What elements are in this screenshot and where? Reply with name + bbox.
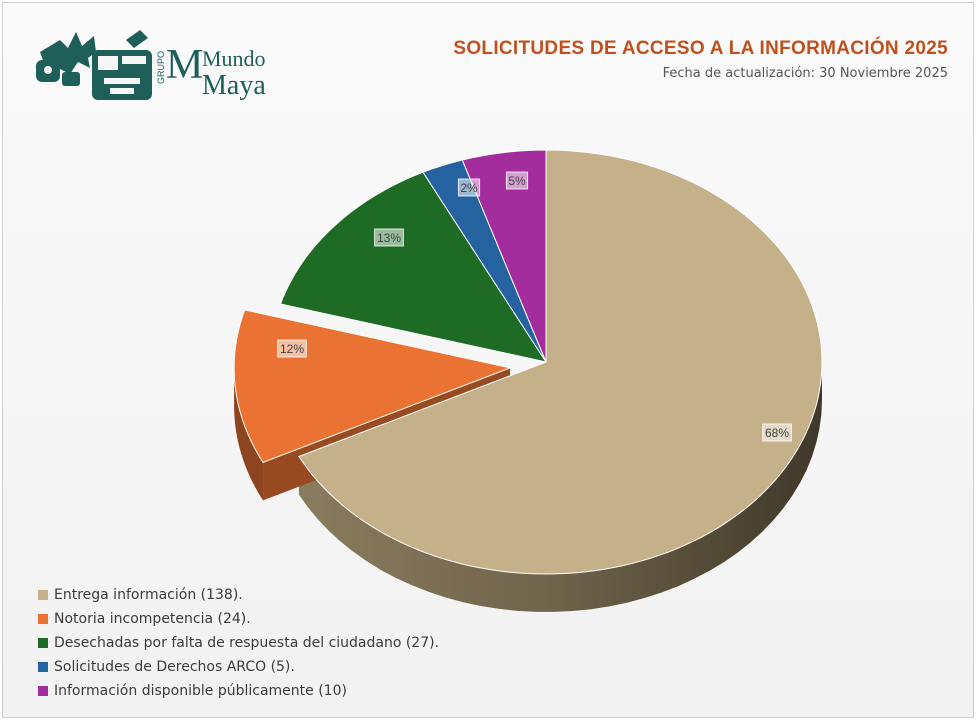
logo-m-letter: M [166,42,203,88]
chart-title: SOLICITUDES DE ACCESO A LA INFORMACIÓN 2… [453,38,948,59]
pie-slice-side-1 [234,367,263,501]
legend-label-0: Entrega información (138). [54,587,243,603]
logo-group-text: GRUPO [156,51,166,84]
data-label-box-4 [505,171,529,190]
chart-subtitle: Fecha de actualización: 30 Noviembre 202… [662,66,948,81]
data-label-3: 2% [460,181,478,195]
data-label-0: 68% [765,426,789,440]
chart-legend: Entrega información (138). Notoria incomp… [38,583,439,703]
legend-swatch-3 [38,662,48,672]
legend-item-0[interactable]: Entrega información (138). [38,583,439,607]
legend-label-2: Desechadas por falta de respuesta del ci… [54,635,440,651]
legend-swatch-1 [38,614,48,624]
data-label-box-1 [277,339,307,358]
data-label-4: 5% [508,174,526,188]
legend-swatch-2 [38,638,48,648]
pie-slice-2[interactable] [279,171,548,363]
data-label-box-3 [457,178,481,197]
serpent-glyph-icon [36,30,152,100]
data-label-2: 13% [377,231,401,245]
legend-item-3[interactable]: Solicitudes de Derechos ARCO (5). [38,655,439,679]
data-label-1: 12% [280,342,304,356]
logo-brand-top: Mundo [202,46,266,71]
pie-slice-3[interactable] [422,159,547,363]
legend-label-4: Información disponible públicamente (10) [54,683,347,699]
legend-label-1: Notoria incompetencia (24). [54,611,251,627]
legend-item-1[interactable]: Notoria incompetencia (24). [38,607,439,631]
legend-item-2[interactable]: Desechadas por falta de respuesta del ci… [38,631,439,655]
data-label-box-2 [374,228,404,247]
pie-slice-4[interactable] [461,149,547,363]
legend-label-3: Solicitudes de Derechos ARCO (5). [54,659,295,675]
legend-swatch-0 [38,590,48,600]
legend-swatch-4 [38,686,48,696]
mundo-maya-logo: GRUPO M Mundo Maya [30,22,290,116]
pie-slice-side-0 [298,362,822,612]
data-label-box-0 [762,423,792,442]
pie-slice-0[interactable] [298,149,823,575]
logo-brand-bottom: Maya [202,70,266,101]
legend-item-4[interactable]: Información disponible públicamente (10) [38,679,439,703]
